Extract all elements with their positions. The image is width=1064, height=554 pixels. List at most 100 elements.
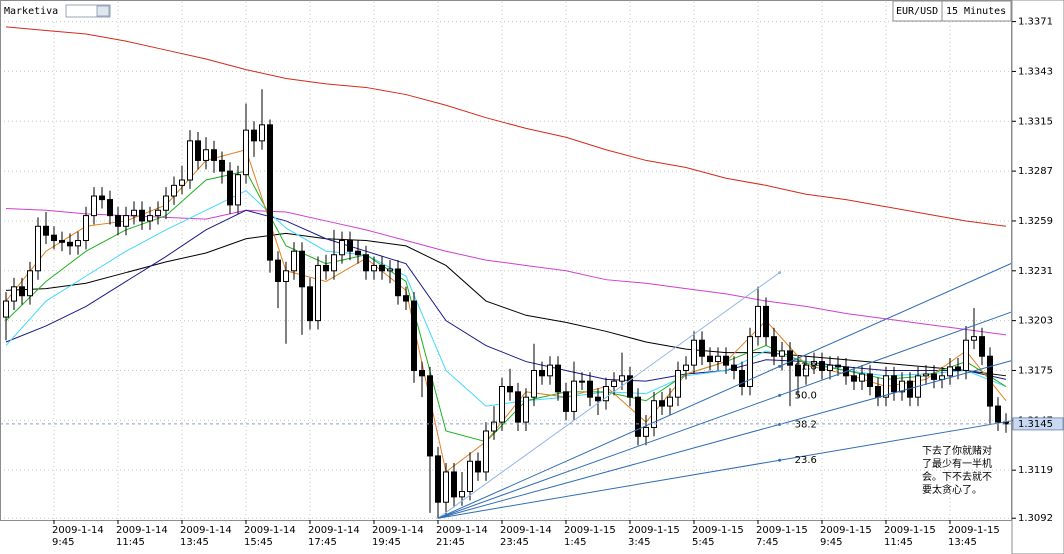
candle-body — [475, 460, 481, 473]
candle-body — [931, 373, 937, 380]
candle-body — [395, 268, 401, 297]
candle-body — [531, 369, 537, 398]
x-tick-label: 2009-1-15 7:45 — [756, 525, 808, 548]
candle-body — [179, 179, 185, 186]
x-tick-label-part: 2009-1-15 — [564, 525, 616, 536]
plot-area: 23.6 38.2 50.0 61.8 下去了你就赌对了最少有一半机会。下不去就不要太贪… — [0, 2, 1013, 520]
candle-body — [987, 355, 993, 407]
x-tick-label-part: 2009-1-14 — [180, 525, 232, 536]
candle-body — [635, 396, 641, 437]
candle-body — [43, 225, 49, 236]
x-tick-label-part: 2009-1-15 — [756, 525, 808, 536]
symbol[interactable]: EUR/USD — [896, 6, 938, 17]
candle-body — [251, 129, 257, 142]
candle-body — [859, 373, 865, 382]
candle-body — [667, 396, 673, 407]
x-tick-label-part: 23:45 — [500, 537, 529, 548]
x-tick-label-part: 2009-1-14 — [244, 525, 296, 536]
fan-dot — [778, 364, 782, 368]
candle-body — [387, 268, 393, 272]
candle-body — [707, 355, 713, 363]
y-tick-label: 1.3231 — [1018, 266, 1053, 277]
candle-body — [187, 140, 193, 181]
candle-body — [435, 455, 441, 503]
candle-body — [595, 396, 601, 402]
dropdown-button[interactable] — [96, 5, 110, 17]
x-tick-label-part: 11:45 — [116, 537, 145, 548]
candle-body — [323, 264, 329, 272]
x-tick-label-part: 2009-1-15 — [628, 525, 680, 536]
candle-body — [443, 471, 449, 503]
moving-average-line — [5, 149, 1007, 473]
candle-body — [803, 364, 809, 377]
candle-body — [203, 149, 209, 161]
candle-body — [267, 124, 273, 261]
candle-body — [467, 460, 473, 493]
fan-line — [437, 420, 1013, 519]
candle-body — [99, 195, 105, 201]
candle-body — [867, 373, 873, 387]
x-tick-label-part: 9:45 — [52, 537, 74, 548]
candle-body — [123, 215, 129, 227]
candle-body — [371, 264, 377, 272]
candle-body — [523, 396, 529, 423]
x-tick-label: 2009-1-15 5:45 — [692, 525, 744, 548]
fan-end-dot — [778, 271, 782, 275]
candle-body — [275, 259, 281, 282]
candle-body — [899, 380, 905, 393]
candle-body — [483, 430, 489, 473]
x-tick-label-part: 13:45 — [948, 537, 977, 548]
x-tick-label-part: 17:45 — [308, 537, 337, 548]
candle-body — [75, 240, 81, 247]
x-tick-label-part: 2009-1-14 — [500, 525, 552, 536]
candle-body — [3, 300, 9, 318]
candle-body — [563, 391, 569, 412]
candle-body — [131, 209, 137, 217]
last-price-label: 1.3145 — [1018, 419, 1053, 430]
candle-body — [67, 241, 73, 247]
price-axis-border — [1011, 0, 1064, 554]
x-tick-label-part: 2009-1-14 — [116, 525, 168, 536]
candle-body — [643, 426, 649, 437]
candle-body — [147, 215, 153, 222]
candle-body — [11, 286, 17, 302]
candle-body — [419, 369, 425, 377]
fan-level-label: 23.6 — [795, 455, 817, 466]
x-tick-label: 2009-1-15 3:45 — [628, 525, 680, 548]
candle-body — [507, 385, 513, 393]
candle-body — [963, 339, 969, 371]
moving-average-line — [5, 26, 1007, 227]
y-tick-label: 1.3259 — [1018, 216, 1053, 227]
x-tick-label: 2009-1-14 15:45 — [244, 525, 296, 548]
y-tick-label: 1.3092 — [1018, 513, 1053, 524]
candle-body — [211, 149, 217, 161]
candle-body — [603, 385, 609, 402]
y-tick-label: 1.3203 — [1018, 316, 1053, 327]
fan-dot — [778, 422, 782, 426]
fan-dot — [778, 458, 782, 462]
candle-body — [955, 366, 961, 371]
candle-body — [611, 380, 617, 387]
candle-body — [163, 195, 169, 211]
candle-body — [651, 400, 657, 428]
timeframe[interactable]: 15 Minutes — [946, 6, 1006, 17]
x-tick-label-part: 11:45 — [884, 537, 913, 548]
candle-body — [731, 364, 737, 371]
candle-body — [699, 339, 705, 357]
candle-body — [515, 391, 521, 423]
x-tick-label-part: 2009-1-15 — [948, 525, 1000, 536]
candle-body — [315, 264, 321, 322]
candle-body — [243, 129, 249, 176]
fan-line — [437, 262, 1013, 519]
candle-body — [875, 385, 881, 398]
x-tick-label-part: 21:45 — [436, 537, 465, 548]
candle-body — [675, 369, 681, 398]
candle-body — [115, 215, 121, 227]
candle-body — [283, 270, 289, 282]
x-tick-label: 2009-1-14 21:45 — [436, 525, 488, 548]
x-tick-label: 2009-1-14 11:45 — [116, 525, 168, 548]
x-tick-label: 2009-1-14 13:45 — [180, 525, 232, 548]
y-tick-label: 1.3315 — [1018, 116, 1053, 127]
candle-body — [339, 240, 345, 256]
